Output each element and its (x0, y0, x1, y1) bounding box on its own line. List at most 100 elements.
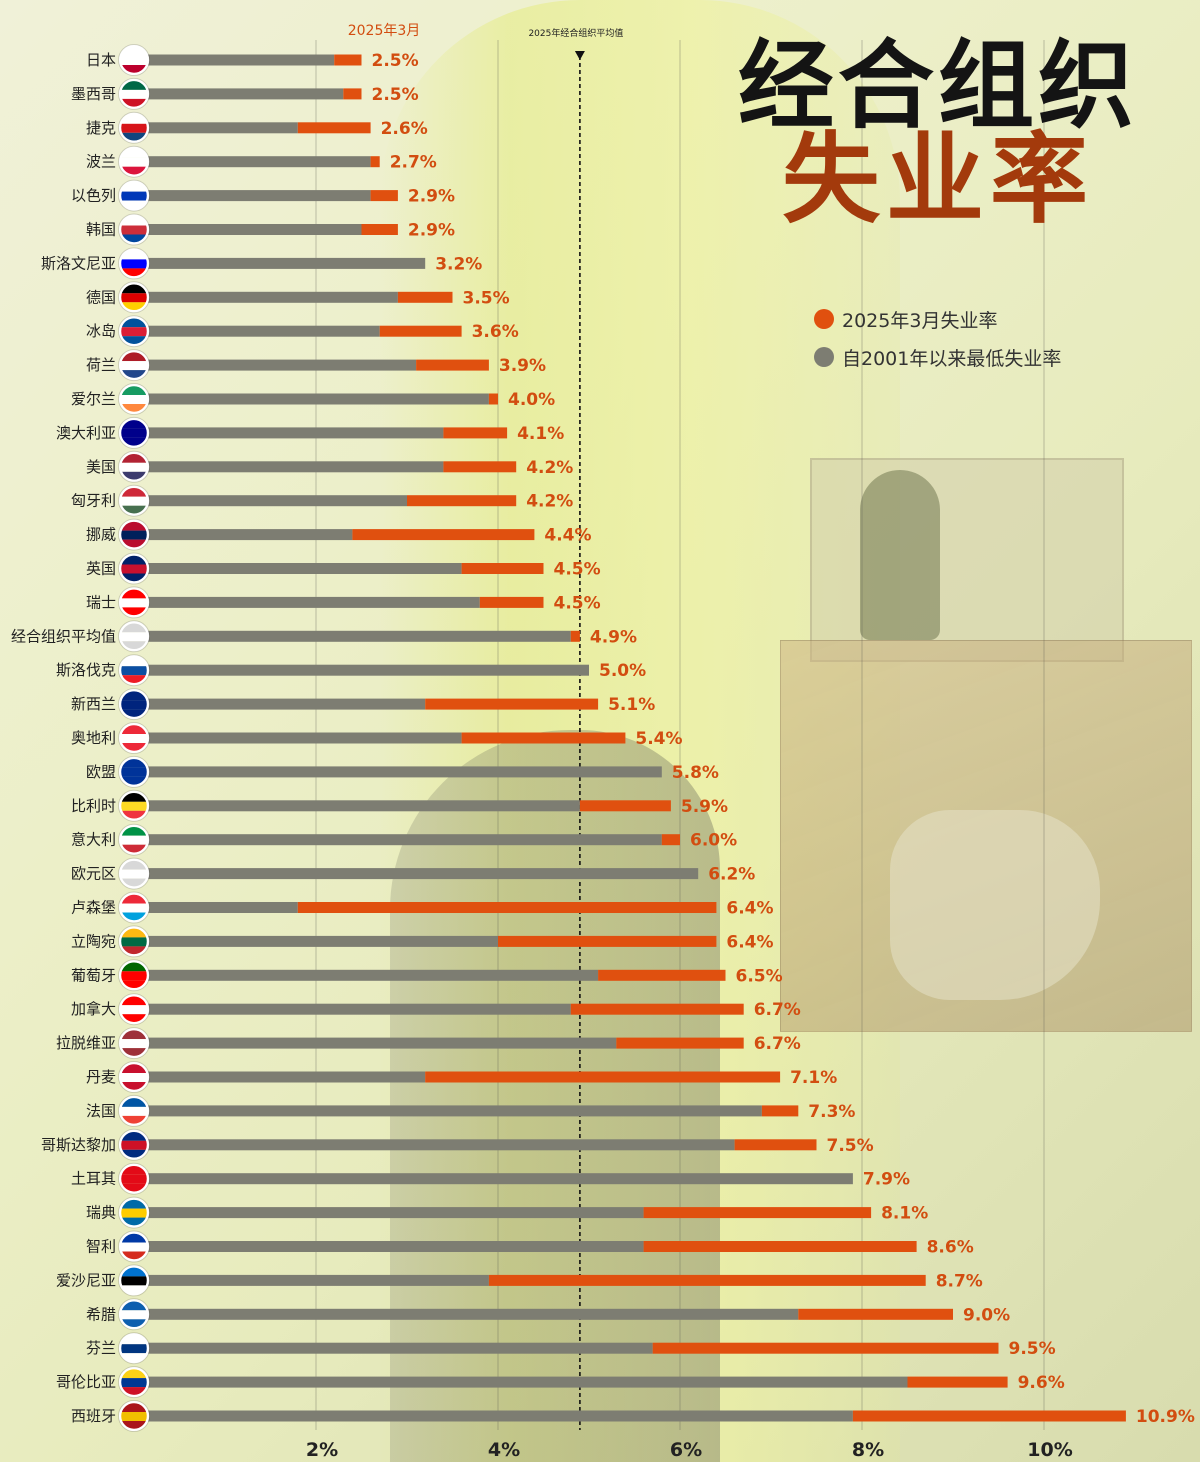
page-subtitle: 失业率 (782, 123, 1095, 237)
bar-current (425, 1071, 781, 1083)
value-label: 5.1% (608, 695, 655, 715)
bar-current (661, 834, 680, 846)
background-legs (390, 730, 720, 1462)
bar-current (488, 1274, 926, 1286)
bar-lowest (146, 1241, 644, 1252)
value-label: 3.5% (463, 288, 510, 308)
bar-current (479, 596, 544, 608)
background-hand (890, 810, 1100, 1000)
flag-icon (118, 1400, 150, 1432)
country-label: 德国 (86, 288, 116, 306)
flag-icon (118, 213, 150, 246)
bar-current (570, 630, 580, 642)
bar-lowest (146, 427, 444, 439)
value-label: 5.0% (599, 661, 646, 681)
flag-icon (118, 925, 150, 958)
background-cactus (860, 470, 940, 640)
value-label: 5.8% (672, 763, 719, 783)
country-label: 爱沙尼亚 (56, 1271, 116, 1289)
value-label: 6.4% (726, 899, 773, 919)
flag-icon (118, 484, 150, 517)
country-label: 加拿大 (71, 1000, 116, 1018)
value-label: 5.4% (635, 729, 682, 749)
value-label: 2.7% (390, 153, 437, 173)
bar-current (361, 224, 398, 235)
country-label: 西班牙 (71, 1407, 116, 1425)
bar-lowest (146, 868, 699, 880)
flag-icon (118, 145, 150, 178)
bar-lowest (146, 1003, 571, 1015)
value-label: 8.6% (927, 1238, 974, 1258)
country-label: 经合组织平均值 (11, 627, 116, 645)
bar-current (579, 800, 671, 812)
legend-swatch-lowest (814, 347, 834, 367)
bar-lowest (146, 834, 662, 846)
flag-icon (118, 1366, 150, 1399)
bar-lowest (146, 732, 462, 744)
country-label: 冰岛 (86, 322, 116, 340)
bar-current (407, 495, 517, 507)
bar-lowest (146, 224, 362, 235)
bar-lowest (146, 529, 353, 541)
bar-current (461, 732, 626, 744)
bar-lowest (146, 766, 662, 778)
bar-current (643, 1207, 872, 1219)
flag-icon (118, 1230, 150, 1263)
country-label: 斯洛伐克 (56, 661, 116, 679)
bar-lowest (146, 1207, 644, 1219)
bar-current (352, 529, 535, 541)
bar-lowest (146, 698, 426, 710)
bar-current (652, 1342, 999, 1354)
bar-current (761, 1105, 799, 1117)
bar-lowest (146, 1376, 908, 1388)
bar-current (425, 698, 599, 710)
flag-icon (118, 349, 150, 382)
country-label: 澳大利亚 (56, 424, 116, 442)
legend-swatch-current (814, 309, 834, 329)
bar-current (370, 190, 398, 202)
value-label: 6.4% (726, 932, 773, 952)
flag-icon (118, 416, 150, 449)
country-label: 哥斯达黎加 (41, 1136, 116, 1154)
value-label: 4.2% (526, 458, 573, 478)
reference-line-label: 2025年经合组织平均值 (528, 27, 623, 39)
bars-layer (118, 44, 1126, 1432)
bar-current (297, 902, 717, 913)
country-label: 日本 (86, 51, 116, 69)
value-label: 9.5% (1009, 1339, 1056, 1359)
bar-lowest (146, 1139, 735, 1151)
country-label: 新西兰 (71, 695, 116, 713)
flag-icon (118, 179, 150, 212)
value-label: 7.9% (863, 1170, 910, 1190)
flag-icon (118, 1162, 150, 1195)
country-label: 以色列 (71, 187, 116, 205)
flag-icon (118, 688, 150, 721)
value-label: 3.6% (472, 322, 519, 342)
value-label: 6.5% (736, 966, 783, 986)
flag-icon (118, 383, 150, 415)
country-label: 法国 (86, 1102, 116, 1120)
value-label: 3.2% (435, 254, 482, 274)
bar-lowest (146, 1308, 799, 1320)
legend-item-lowest: 自2001年以来最低失业率 (814, 338, 1061, 376)
bar-current (461, 563, 544, 574)
country-label: 英国 (86, 560, 116, 578)
bar-current (443, 427, 508, 439)
country-label: 丹麦 (86, 1068, 116, 1086)
bar-current (616, 1037, 744, 1049)
country-label: 挪威 (86, 526, 116, 544)
value-label: 2.9% (408, 221, 455, 241)
country-label: 葡萄牙 (71, 966, 116, 984)
country-label: 荷兰 (86, 356, 116, 374)
country-label: 欧元区 (71, 865, 116, 883)
value-label: 3.9% (499, 356, 546, 376)
bar-current (397, 291, 453, 303)
flag-icon (118, 44, 150, 76)
flag-icon (118, 111, 150, 144)
x-tick-label: 2% (306, 1439, 338, 1461)
flag-icon (118, 620, 150, 653)
value-label: 6.0% (690, 831, 737, 851)
bar-lowest (146, 1071, 426, 1083)
value-label: 9.6% (1018, 1373, 1065, 1393)
bar-lowest (146, 935, 498, 947)
